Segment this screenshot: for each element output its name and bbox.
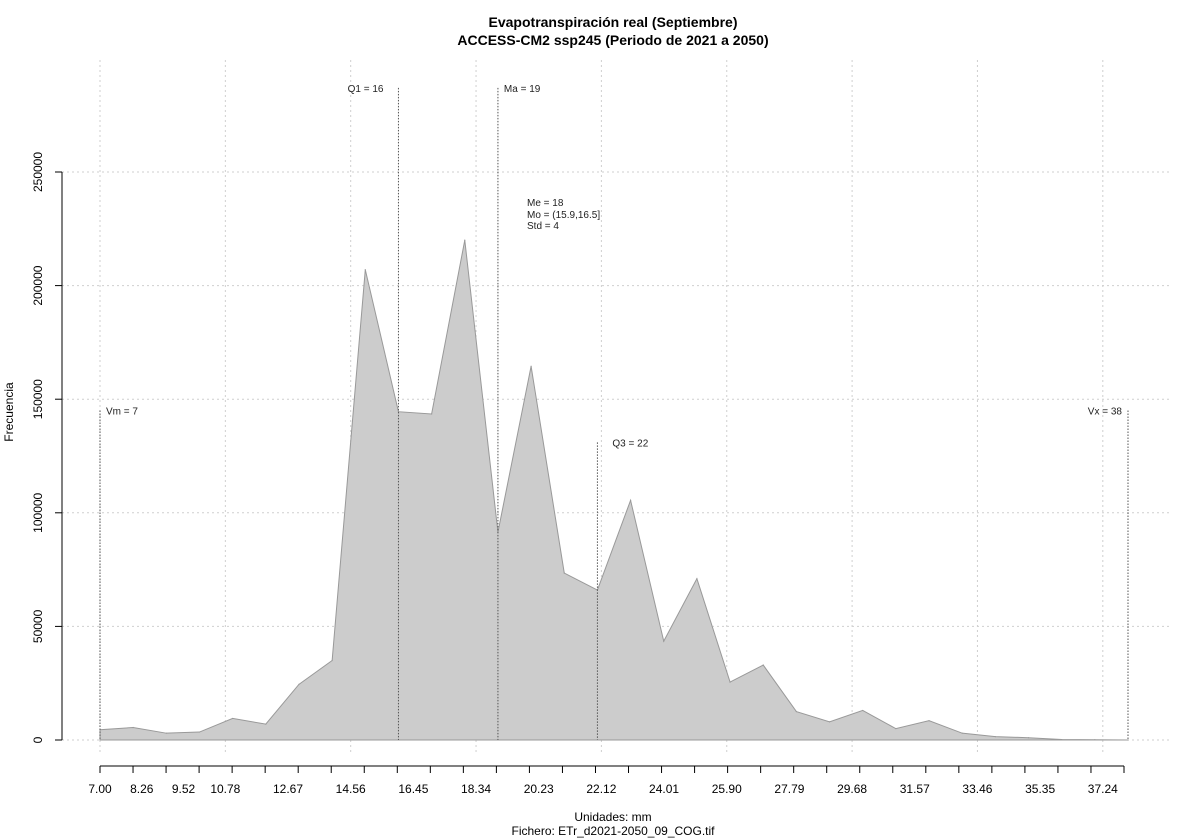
grid-lines xyxy=(62,60,1170,752)
axes: 0 50000 100000 150000 200000 250000 7.00 8.26 9.… xyxy=(31,152,1125,796)
data-point-19 xyxy=(729,681,731,683)
data-point-8 xyxy=(364,269,366,271)
y-tick-label-5: 250000 xyxy=(31,152,45,192)
data-point-26 xyxy=(961,732,963,734)
x-axis-label: Unidades: mm xyxy=(574,810,651,824)
data-point-25 xyxy=(928,720,930,722)
x-tick-label-12: 27.79 xyxy=(774,782,804,796)
data-point-7 xyxy=(331,659,333,662)
y-tick-label-1: 50000 xyxy=(31,609,45,643)
x-tick-label-13: 29.68 xyxy=(837,782,867,796)
data-point-3 xyxy=(198,731,201,733)
x-tick-label-15: 33.46 xyxy=(962,782,992,796)
x-tick-label-9: 22.12 xyxy=(586,782,616,796)
data-point-24 xyxy=(895,728,897,730)
x-tick-label-3: 10.78 xyxy=(210,782,240,796)
annotation-label-1: Q1 = 16 xyxy=(348,84,384,95)
data-point-4 xyxy=(232,717,234,720)
data-point-17 xyxy=(663,640,665,642)
data-point-11 xyxy=(464,239,466,241)
data-point-2 xyxy=(165,732,167,734)
annotation-layer: Vm = 7 Q1 = 16 Ma = 19 Q3 = 22 Vx = 38 xyxy=(99,84,1129,740)
file-name-label: Fichero: ETr_d2021-2050_09_COG.tif xyxy=(512,824,716,838)
data-point-21 xyxy=(795,711,797,713)
y-tick-label-4: 200000 xyxy=(31,265,45,305)
x-tick-label-5: 14.56 xyxy=(336,782,366,796)
data-point-30 xyxy=(1094,739,1096,741)
stat-mode: Mo = (15.9,16.5] xyxy=(527,210,600,221)
x-tick-label-16: 35.35 xyxy=(1025,782,1055,796)
x-tick-label-7: 18.34 xyxy=(461,782,491,796)
data-point-31 xyxy=(1127,739,1129,741)
x-tick-label-11: 25.90 xyxy=(712,782,742,796)
area-layer xyxy=(99,239,1129,741)
stat-std: Std = 4 xyxy=(527,221,559,232)
y-tick-label-2: 100000 xyxy=(31,492,45,532)
annotation-label-0: Vm = 7 xyxy=(106,407,138,418)
data-point-6 xyxy=(298,683,300,685)
y-tick-label-3: 150000 xyxy=(31,379,45,419)
data-point-14 xyxy=(563,572,565,574)
x-tick-label-10: 24.01 xyxy=(649,782,679,796)
data-point-5 xyxy=(265,723,267,725)
stats-box: Me = 18 Mo = (15.9,16.5] Std = 4 xyxy=(527,198,600,232)
annotation-label-3: Q3 = 22 xyxy=(612,438,648,449)
data-point-10 xyxy=(431,413,433,415)
data-point-20 xyxy=(762,664,764,666)
x-tick-label-1: 8.26 xyxy=(130,782,154,796)
data-point-18 xyxy=(696,578,698,580)
y-tick-label-0: 0 xyxy=(31,736,45,743)
x-tick-label-17: 37.24 xyxy=(1088,782,1118,796)
x-tick-label-6: 16.45 xyxy=(398,782,428,796)
x-tick-label-2: 9.52 xyxy=(172,782,196,796)
annotation-label-4: Vx = 38 xyxy=(1088,407,1123,418)
chart-title: Evapotranspiración real (Septiembre) xyxy=(489,14,738,30)
data-point-23 xyxy=(862,709,864,712)
data-point-29 xyxy=(1061,738,1063,741)
x-tick-label-8: 20.23 xyxy=(524,782,554,796)
chart-subtitle: ACCESS-CM2 ssp245 (Periodo de 2021 a 205… xyxy=(457,32,768,48)
stat-median: Me = 18 xyxy=(527,198,564,209)
y-axis-label: Frecuencia xyxy=(2,382,16,442)
x-tick-label-4: 12.67 xyxy=(273,782,303,796)
data-point-16 xyxy=(629,499,632,501)
data-point-28 xyxy=(1027,737,1030,739)
data-point-22 xyxy=(828,721,831,723)
x-tick-label-14: 31.57 xyxy=(900,782,930,796)
x-tick-label-0: 7.00 xyxy=(88,782,112,796)
data-point-27 xyxy=(994,735,996,738)
data-point-1 xyxy=(132,726,134,729)
frequency-area xyxy=(99,240,1129,741)
data-point-13 xyxy=(530,365,532,367)
annotation-label-2: Ma = 19 xyxy=(504,84,541,95)
